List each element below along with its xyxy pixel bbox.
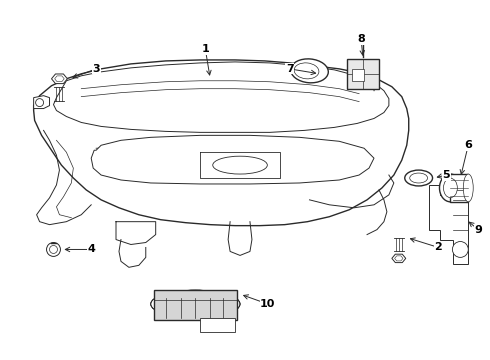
Polygon shape	[34, 96, 49, 109]
Bar	[154, 290, 237, 320]
Polygon shape	[51, 74, 68, 84]
Ellipse shape	[291, 59, 328, 83]
Polygon shape	[34, 60, 409, 226]
Text: 9: 9	[474, 225, 482, 235]
Text: 3: 3	[92, 64, 100, 74]
Ellipse shape	[440, 174, 461, 202]
Ellipse shape	[410, 173, 428, 183]
Circle shape	[36, 99, 44, 107]
Text: 10: 10	[260, 299, 275, 309]
Text: 6: 6	[465, 140, 472, 150]
Text: 4: 4	[87, 244, 95, 255]
Circle shape	[49, 246, 57, 253]
Text: 1: 1	[201, 44, 209, 54]
Bar	[200, 318, 235, 332]
Bar	[347, 59, 379, 89]
Bar	[352, 69, 364, 81]
Ellipse shape	[151, 290, 240, 318]
Polygon shape	[53, 62, 389, 132]
Polygon shape	[392, 254, 406, 262]
Ellipse shape	[213, 156, 268, 174]
Polygon shape	[91, 135, 374, 184]
Text: 8: 8	[357, 34, 365, 44]
Ellipse shape	[405, 170, 433, 186]
Ellipse shape	[294, 63, 319, 79]
Polygon shape	[55, 76, 64, 82]
Text: 5: 5	[442, 170, 450, 180]
Text: 2: 2	[435, 243, 442, 252]
Circle shape	[47, 243, 60, 256]
Circle shape	[452, 242, 468, 257]
Polygon shape	[394, 256, 403, 261]
Text: 7: 7	[286, 64, 294, 74]
Ellipse shape	[443, 178, 457, 198]
Polygon shape	[429, 175, 468, 264]
Ellipse shape	[464, 174, 473, 202]
Bar	[450, 174, 468, 202]
